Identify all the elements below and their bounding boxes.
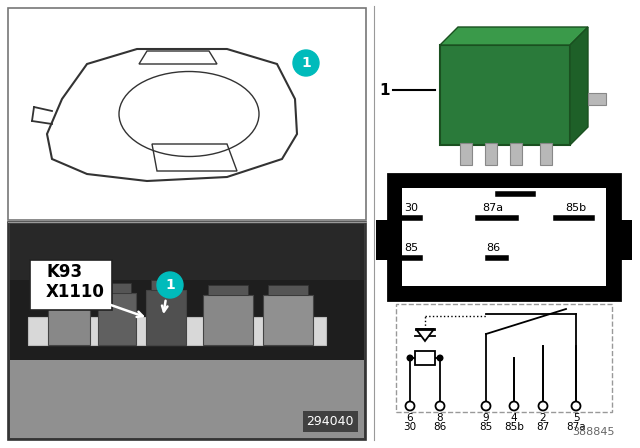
Bar (402, 188, 606, 286)
Circle shape (572, 401, 580, 410)
Text: 1: 1 (380, 82, 390, 98)
Bar (388, 174, 620, 300)
Text: 6: 6 (406, 413, 413, 423)
Bar (146, 290, 186, 345)
Bar (510, 143, 522, 165)
Bar (268, 285, 308, 295)
Text: 87: 87 (506, 180, 520, 190)
Bar (28, 317, 326, 345)
Text: 85b: 85b (504, 422, 524, 432)
Bar (460, 143, 472, 165)
Text: K93: K93 (46, 263, 82, 281)
Text: 87: 87 (536, 422, 550, 432)
Text: 5: 5 (573, 413, 579, 423)
Text: 388845: 388845 (573, 427, 615, 437)
Text: 4: 4 (511, 413, 517, 423)
Text: 30: 30 (404, 203, 418, 213)
Text: 1: 1 (165, 278, 175, 292)
Bar (203, 295, 253, 345)
Text: 85b: 85b (565, 203, 586, 213)
Text: 87a: 87a (566, 422, 586, 432)
Bar (53, 280, 85, 290)
Text: 8: 8 (436, 413, 444, 423)
Bar (440, 45, 570, 145)
Bar (208, 285, 248, 295)
Bar (30, 260, 112, 310)
Text: 86: 86 (433, 422, 447, 432)
Polygon shape (440, 27, 588, 45)
Bar (10, 224, 364, 300)
Bar (48, 290, 90, 345)
Text: 294040: 294040 (307, 415, 354, 428)
Bar (415, 351, 435, 365)
Bar (618, 220, 632, 260)
Text: 30: 30 (403, 422, 417, 432)
Bar (485, 143, 497, 165)
Circle shape (293, 50, 319, 76)
Polygon shape (570, 27, 588, 145)
Text: 85: 85 (479, 422, 493, 432)
Bar (8, 8, 366, 220)
Text: 85: 85 (404, 243, 418, 253)
Bar (540, 143, 552, 165)
Text: 86: 86 (486, 243, 500, 253)
Bar (98, 293, 136, 345)
Text: 87a: 87a (483, 203, 504, 213)
Circle shape (435, 401, 445, 410)
Text: X1110: X1110 (46, 283, 105, 301)
Bar (10, 280, 364, 360)
Bar (10, 358, 364, 438)
Circle shape (407, 355, 413, 361)
Bar (588, 93, 606, 105)
Bar (103, 283, 131, 293)
Text: 9: 9 (483, 413, 490, 423)
Bar (385, 5, 633, 170)
Circle shape (509, 401, 518, 410)
Bar (376, 220, 390, 260)
Polygon shape (416, 329, 434, 341)
Bar (263, 295, 313, 345)
Bar (396, 304, 612, 412)
Bar (151, 280, 181, 290)
Circle shape (157, 272, 183, 298)
Text: 1: 1 (301, 56, 311, 70)
Circle shape (538, 401, 547, 410)
Circle shape (437, 355, 443, 361)
Circle shape (406, 401, 415, 410)
Text: 2: 2 (540, 413, 547, 423)
Circle shape (481, 401, 490, 410)
Bar (8, 222, 366, 440)
